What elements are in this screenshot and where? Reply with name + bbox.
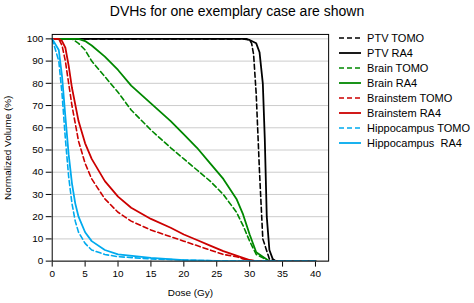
svg-text:60: 60 (32, 122, 44, 133)
svg-text:20: 20 (178, 268, 190, 279)
svg-text:30: 30 (244, 268, 256, 279)
svg-text:5: 5 (82, 268, 88, 279)
html-text:Brainstem RA4: Brainstem RA4 (367, 106, 442, 119)
svg-text:40: 40 (310, 268, 322, 279)
html-text:DVHs for one exemplary case ar: DVHs for one exemplary case are shown (109, 3, 365, 19)
svg-text:Normalized Volume (%): Normalized Volume (%) (2, 96, 13, 200)
html-text:PTV TOMO: PTV TOMO (367, 31, 425, 44)
svg-text:30: 30 (32, 189, 44, 200)
html-text:Brainstem TOMO: Brainstem TOMO (367, 91, 453, 104)
html-text:Brain TOMO: Brain TOMO (367, 61, 429, 74)
svg-text:90: 90 (32, 55, 44, 66)
svg-text:50: 50 (32, 144, 44, 155)
svg-text:10: 10 (32, 233, 44, 244)
svg-text:20: 20 (32, 211, 44, 222)
html-text:Brain RA4: Brain RA4 (367, 76, 418, 89)
svg-text:25: 25 (211, 268, 223, 279)
svg-text:100: 100 (27, 33, 44, 44)
svg-text:0: 0 (38, 255, 44, 266)
html-text:Hippocampus TOMO: Hippocampus TOMO (367, 121, 470, 134)
svg-text:70: 70 (32, 100, 44, 111)
svg-text:15: 15 (145, 268, 157, 279)
svg-text:40: 40 (32, 166, 44, 177)
html-text:PTV RA4: PTV RA4 (367, 46, 413, 59)
svg-text:35: 35 (277, 268, 289, 279)
svg-text:80: 80 (32, 78, 44, 89)
html-text:Hippocampus RA4: Hippocampus RA4 (367, 136, 462, 149)
svg-text:10: 10 (112, 268, 124, 279)
svg-text:0: 0 (49, 268, 55, 279)
svg-text:Dose (Gy): Dose (Gy) (168, 287, 213, 298)
